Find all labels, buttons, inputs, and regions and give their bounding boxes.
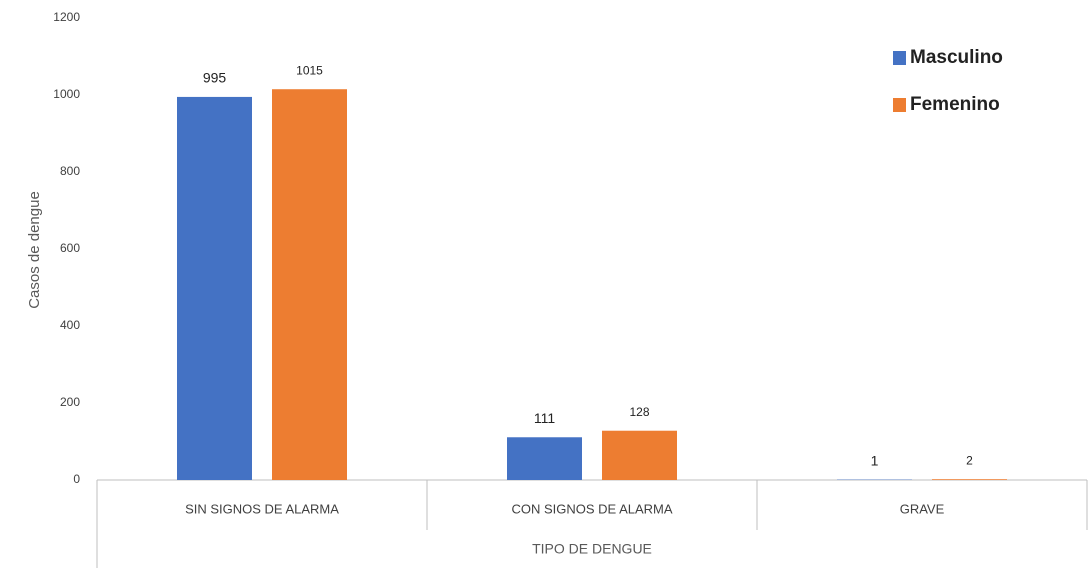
y-tick-label: 1200	[53, 10, 80, 24]
bar	[602, 430, 677, 480]
x-axis-title: TIPO DE DENGUE	[532, 541, 652, 557]
y-tick-label: 400	[60, 318, 80, 332]
y-tick-label: 200	[60, 395, 80, 409]
value-label: 1	[871, 452, 879, 468]
x-tick-label: GRAVE	[900, 501, 945, 516]
y-tick-label: 600	[60, 241, 80, 255]
legend-swatch	[893, 98, 906, 112]
legend-swatch	[893, 51, 906, 65]
bar	[507, 437, 582, 480]
legend-label: Masculino	[910, 47, 1003, 68]
bar	[272, 89, 347, 480]
value-label: 111	[534, 410, 555, 426]
value-label: 128	[629, 405, 649, 419]
value-label: 995	[203, 70, 227, 86]
legend-label: Femenino	[910, 94, 1000, 115]
y-tick-label: 1000	[53, 87, 80, 101]
y-tick-label: 0	[73, 472, 80, 486]
x-tick-label: SIN SIGNOS DE ALARMA	[185, 501, 339, 516]
bar	[932, 479, 1007, 480]
value-label: 1015	[296, 63, 323, 77]
y-axis-title: Casos de dengue	[26, 191, 43, 309]
x-tick-label: CON SIGNOS DE ALARMA	[511, 501, 672, 516]
y-tick-label: 800	[60, 164, 80, 178]
bar	[177, 96, 252, 481]
value-label: 2	[966, 453, 973, 467]
